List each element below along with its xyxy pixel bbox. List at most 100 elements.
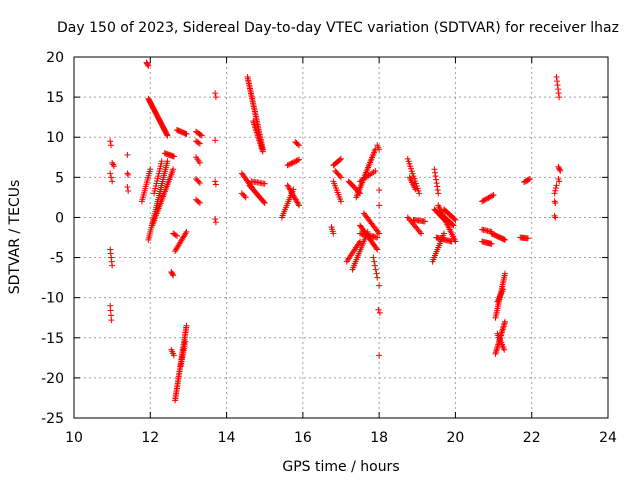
data-point (294, 157, 301, 164)
data-point (109, 262, 116, 269)
data-point (449, 221, 456, 228)
data-point (554, 78, 561, 85)
data-point (338, 198, 344, 205)
data-point (502, 270, 509, 277)
data-point (107, 142, 114, 149)
data-point (242, 194, 249, 201)
data-point (482, 196, 489, 203)
y-tick-label: 5 (55, 170, 64, 186)
y-tick-label: 20 (46, 50, 64, 66)
data-point (376, 187, 383, 194)
data-point (434, 186, 441, 193)
data-point (125, 171, 132, 178)
data-point (371, 258, 378, 265)
data-point (294, 141, 301, 148)
data-point (435, 190, 442, 197)
data-point (196, 140, 203, 147)
data-point (289, 159, 296, 166)
data-point (375, 306, 382, 313)
data-point (196, 179, 203, 186)
data-point (284, 162, 291, 169)
data-point (183, 131, 190, 138)
y-tick-label: 0 (55, 210, 64, 226)
y-tick-labels: 20 15 10 5 0 -5 -10 -15 -20 -25 (41, 50, 64, 427)
data-point (108, 174, 115, 181)
data-point (552, 187, 559, 194)
data-point (432, 173, 439, 180)
data-point (553, 182, 560, 189)
data-point (212, 137, 219, 144)
data-point (556, 165, 563, 172)
data-point (198, 132, 205, 139)
x-tick-label: 24 (599, 430, 617, 446)
data-point (554, 82, 561, 89)
data-point (416, 190, 423, 197)
data-point (372, 266, 379, 273)
data-point (158, 158, 165, 165)
data-point (170, 272, 177, 279)
x-tick-label: 22 (523, 430, 541, 446)
data-point (183, 322, 190, 329)
data-point (373, 245, 380, 252)
data-point (502, 236, 509, 243)
data-point (196, 200, 203, 207)
data-point (484, 195, 491, 202)
data-point (434, 183, 441, 190)
data-point (336, 173, 343, 180)
data-point (240, 191, 247, 198)
data-point (376, 202, 383, 209)
data-point (183, 228, 190, 235)
data-point (124, 183, 131, 190)
data-point (431, 169, 438, 176)
data-point (376, 146, 383, 153)
data-point (144, 61, 151, 68)
data-point (480, 197, 487, 204)
y-tick-label: 15 (46, 90, 64, 106)
data-point (287, 161, 294, 168)
y-tick-label: -15 (41, 331, 64, 347)
data-point (285, 161, 292, 168)
data-point (338, 174, 344, 181)
data-point (193, 175, 200, 182)
data-point (169, 271, 176, 278)
data-point (374, 274, 381, 281)
data-point (195, 139, 202, 146)
data-point (196, 159, 203, 166)
data-point (479, 198, 486, 205)
data-point (212, 181, 219, 188)
y-tick-label: -20 (41, 371, 64, 387)
data-point (556, 94, 563, 101)
x-tick-label: 16 (294, 430, 312, 446)
data-points (107, 59, 564, 404)
data-point (261, 200, 268, 207)
data-point (552, 214, 559, 221)
data-point (440, 230, 447, 237)
data-point (194, 177, 201, 184)
data-point (212, 219, 219, 226)
data-point (500, 286, 507, 293)
data-point (501, 346, 508, 353)
x-tick-labels: 10 12 14 16 18 20 22 24 (65, 430, 617, 446)
data-point (375, 229, 382, 236)
data-point (330, 230, 337, 237)
data-point (212, 94, 219, 101)
x-tick-label: 18 (370, 430, 388, 446)
gridlines (74, 57, 608, 418)
data-point (485, 194, 492, 201)
data-point (197, 131, 204, 138)
data-point (452, 238, 459, 245)
data-point (553, 74, 560, 81)
data-point (173, 232, 180, 239)
chart-title: Day 150 of 2023, Sidereal Day-to-day VTE… (57, 20, 619, 36)
data-point (288, 160, 295, 167)
data-point (374, 234, 381, 241)
data-point (238, 190, 245, 197)
x-tick-label: 20 (447, 430, 465, 446)
plot-frame (73, 56, 609, 419)
data-point (111, 163, 118, 170)
data-point (376, 352, 383, 359)
data-point (433, 180, 440, 187)
data-point (336, 156, 343, 163)
data-point (212, 178, 219, 185)
data-point (450, 222, 457, 229)
